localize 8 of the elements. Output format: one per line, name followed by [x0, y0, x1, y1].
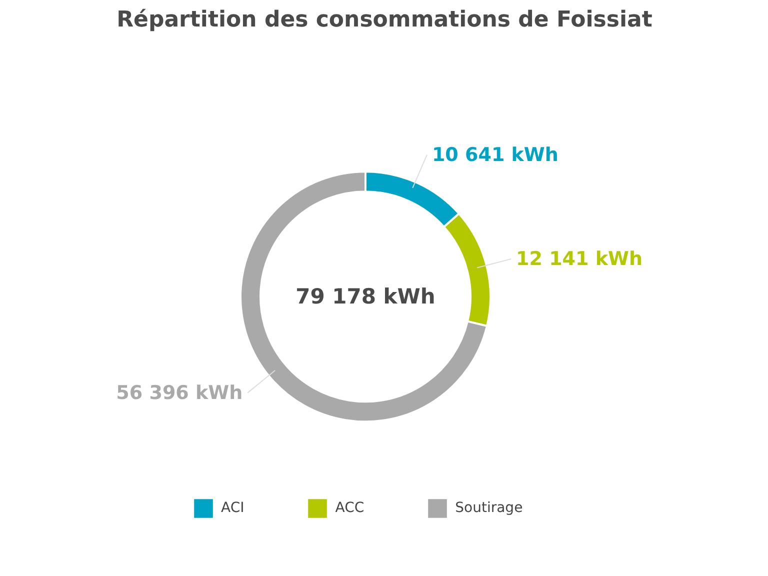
data-label: 10 641 kWh — [432, 144, 558, 166]
chart-title: Répartition des consommations de Foissiat — [116, 8, 653, 32]
data-label: 56 396 kWh — [116, 382, 243, 404]
text: 79 178 kWh — [296, 284, 436, 309]
data-label: 12 141 kWh — [516, 248, 642, 270]
legend-label: ACC — [335, 500, 364, 516]
legend-label: ACI — [221, 500, 244, 516]
legend-label: Soutirage — [455, 500, 523, 516]
